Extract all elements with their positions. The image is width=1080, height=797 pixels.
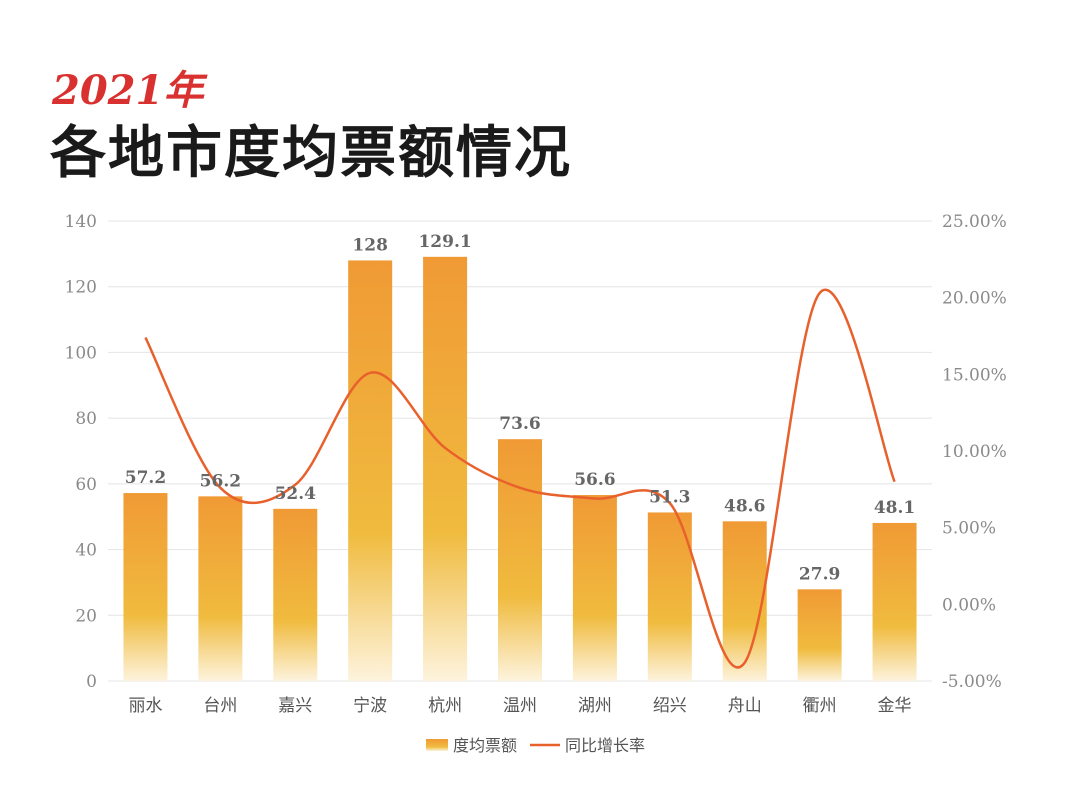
category-label: 杭州 bbox=[428, 696, 462, 716]
legend-swatch-bar bbox=[426, 739, 448, 751]
legend: 度均票额 同比增长率 bbox=[426, 736, 645, 755]
left-tick-label: 20 bbox=[75, 606, 97, 626]
category-label: 湖州 bbox=[578, 696, 612, 716]
bar-value-label: 128 bbox=[352, 235, 388, 255]
right-tick-label: 10.00% bbox=[942, 442, 1007, 462]
bar-湖州 bbox=[572, 495, 617, 681]
bar-value-label: 73.6 bbox=[499, 414, 540, 434]
year-heading: 2021年 bbox=[52, 67, 204, 114]
left-tick-label: 40 bbox=[75, 541, 97, 561]
page-title: 各地市度均票额情况 bbox=[50, 121, 572, 186]
right-tick-label: 15.00% bbox=[942, 365, 1007, 385]
category-label: 丽水 bbox=[128, 696, 162, 716]
bar-绍兴 bbox=[647, 512, 692, 681]
left-tick-label: 60 bbox=[75, 475, 97, 495]
left-tick-label: 140 bbox=[65, 212, 97, 232]
bar-value-label: 56.2 bbox=[200, 471, 241, 491]
left-tick-label: 100 bbox=[65, 343, 97, 363]
right-tick-label: 5.00% bbox=[942, 519, 996, 539]
legend-label-bar: 度均票额 bbox=[453, 736, 517, 755]
bar-温州 bbox=[498, 439, 542, 681]
bar-台州 bbox=[198, 496, 243, 681]
legend-label-line: 同比增长率 bbox=[565, 736, 645, 755]
bar-丽水 bbox=[123, 493, 168, 681]
category-label: 嘉兴 bbox=[278, 696, 312, 716]
bar-宁波 bbox=[348, 260, 393, 681]
right-tick-label: -5.00% bbox=[942, 672, 1002, 692]
category-label: 绍兴 bbox=[653, 696, 687, 716]
bar-嘉兴 bbox=[273, 508, 318, 681]
bar-value-label: 48.1 bbox=[874, 498, 915, 518]
bar-value-label: 129.1 bbox=[418, 232, 471, 252]
growth-rate-line bbox=[144, 288, 896, 669]
right-tick-label: 25.00% bbox=[942, 212, 1007, 232]
bar-value-label: 57.2 bbox=[125, 468, 166, 488]
bar-金华 bbox=[872, 522, 917, 681]
right-tick-label: 0.00% bbox=[942, 595, 996, 615]
bar-value-label: 52.4 bbox=[275, 484, 317, 504]
bar-value-label: 51.3 bbox=[649, 487, 690, 507]
left-tick-label: 0 bbox=[86, 672, 97, 692]
category-label: 舟山 bbox=[728, 696, 762, 716]
left-tick-label: 80 bbox=[75, 409, 97, 429]
category-label: 温州 bbox=[503, 696, 537, 716]
left-tick-label: 120 bbox=[65, 278, 97, 298]
bar-value-label: 56.6 bbox=[574, 470, 615, 490]
bar-舟山 bbox=[722, 521, 767, 681]
right-tick-label: 20.00% bbox=[942, 289, 1007, 309]
category-label: 台州 bbox=[203, 696, 237, 716]
bar-衢州 bbox=[797, 589, 842, 681]
category-label: 衢州 bbox=[803, 695, 837, 716]
bar-value-label: 48.6 bbox=[724, 496, 765, 516]
category-label: 金华 bbox=[878, 696, 912, 716]
bar-value-label: 27.9 bbox=[799, 564, 840, 584]
bar-杭州 bbox=[423, 256, 468, 681]
category-label: 宁波 bbox=[353, 696, 387, 716]
